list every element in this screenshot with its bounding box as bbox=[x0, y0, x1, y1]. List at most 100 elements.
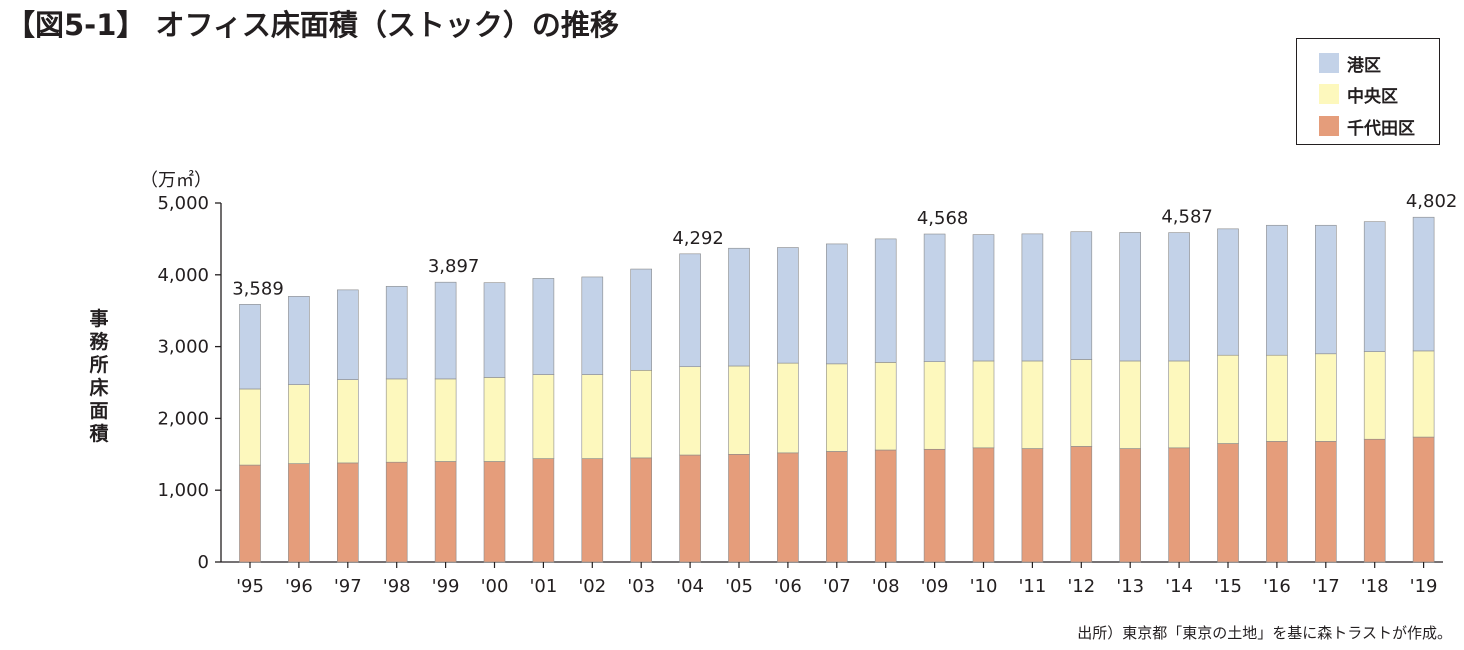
x-tick-label: '98 bbox=[383, 576, 411, 597]
x-tick-label: '16 bbox=[1263, 576, 1291, 597]
y-tick-label: 3,000 bbox=[157, 337, 209, 358]
bar-segment bbox=[1363, 351, 1386, 440]
x-tick-label: '12 bbox=[1067, 576, 1095, 597]
bar-segment bbox=[288, 296, 310, 385]
data-label: 4,568 bbox=[917, 208, 969, 229]
x-tick-label: '96 bbox=[285, 576, 313, 597]
bar-segment bbox=[1217, 354, 1239, 444]
bar-segment bbox=[483, 282, 506, 378]
y-axis-label-char: 務 bbox=[89, 331, 109, 353]
y-axis-label: 事務所床面積 bbox=[84, 308, 114, 446]
bar-segment bbox=[385, 285, 408, 380]
legend-swatch-minato bbox=[1319, 53, 1339, 73]
bar-segment bbox=[1217, 228, 1239, 356]
bar-segment bbox=[288, 384, 310, 464]
y-tick-label: 2,000 bbox=[157, 408, 209, 429]
bar-segment bbox=[1315, 441, 1337, 563]
bar-segment bbox=[239, 304, 261, 390]
bar-segment bbox=[728, 365, 750, 455]
x-tick-label: '17 bbox=[1312, 576, 1340, 597]
bar-segment bbox=[1021, 233, 1044, 362]
bar-segment bbox=[1266, 224, 1288, 356]
legend-swatch-chuo bbox=[1319, 84, 1339, 104]
bar-segment bbox=[874, 362, 897, 451]
bar-segment bbox=[239, 464, 261, 563]
bar-segment bbox=[972, 360, 995, 449]
bar-segment bbox=[679, 366, 701, 456]
source-note: 出所）東京都「東京の土地」を基に森トラストが作成。 bbox=[1077, 624, 1452, 642]
bar-segment bbox=[679, 253, 701, 368]
bar-segment bbox=[483, 461, 506, 563]
x-tick-label: '97 bbox=[334, 576, 362, 597]
bar-segment bbox=[434, 281, 457, 380]
x-tick-label: '11 bbox=[1018, 576, 1046, 597]
x-tick-label: '02 bbox=[578, 576, 606, 597]
legend-item-chuo: 中央区 bbox=[1319, 83, 1398, 107]
bar-segment bbox=[336, 289, 359, 380]
bar-segment bbox=[1119, 448, 1141, 563]
data-label: 4,802 bbox=[1406, 191, 1458, 212]
bar-segment bbox=[434, 378, 457, 462]
bar-segment bbox=[923, 448, 946, 563]
bar-segment bbox=[581, 458, 604, 563]
bar-segment bbox=[1266, 441, 1288, 563]
x-tick-label: '19 bbox=[1410, 576, 1438, 597]
bar-segment bbox=[923, 233, 946, 362]
x-tick-label: '08 bbox=[872, 576, 900, 597]
data-label: 4,292 bbox=[672, 228, 724, 249]
bar-segment bbox=[972, 234, 995, 362]
x-tick-label: '14 bbox=[1165, 576, 1193, 597]
bar-segment bbox=[483, 377, 506, 462]
legend-swatch-chiyoda bbox=[1319, 116, 1339, 136]
bar-segment bbox=[777, 247, 799, 364]
bar-segment bbox=[630, 369, 653, 459]
bar-segment bbox=[825, 363, 848, 452]
bar-segment bbox=[1168, 447, 1190, 563]
page-title: 【図5-1】 オフィス床面積（ストック）の推移 bbox=[6, 8, 619, 42]
y-tick-label: 0 bbox=[198, 552, 209, 573]
bar-segment bbox=[532, 278, 555, 375]
x-tick-label: '10 bbox=[970, 576, 998, 597]
x-tick-label: '07 bbox=[823, 576, 851, 597]
bar-segment bbox=[1315, 224, 1337, 355]
bar-segment bbox=[1266, 354, 1288, 442]
bar-segment bbox=[288, 463, 310, 563]
bar-segment bbox=[532, 374, 555, 459]
x-tick-label: '01 bbox=[529, 576, 557, 597]
bar-segment bbox=[1021, 448, 1044, 563]
bar-segment bbox=[581, 276, 604, 375]
bar-segment bbox=[1119, 232, 1141, 362]
x-tick-label: '99 bbox=[432, 576, 460, 597]
bar-segment bbox=[923, 361, 946, 450]
bar-segment bbox=[336, 379, 359, 464]
data-label: 4,587 bbox=[1161, 207, 1213, 228]
y-tick-label: 1,000 bbox=[157, 480, 209, 501]
bar-segment bbox=[825, 243, 848, 365]
bar-segment bbox=[336, 462, 359, 563]
chart-legend: 港区 中央区 千代田区 bbox=[1296, 38, 1440, 145]
x-tick-label: '95 bbox=[236, 576, 264, 597]
bar-segment bbox=[874, 449, 897, 563]
x-tick-label: '00 bbox=[481, 576, 509, 597]
bar-segment bbox=[581, 374, 604, 459]
legend-item-chiyoda: 千代田区 bbox=[1319, 115, 1415, 139]
bar-segment bbox=[972, 447, 995, 563]
legend-label-chiyoda: 千代田区 bbox=[1347, 118, 1415, 139]
y-axis-label-char: 面 bbox=[89, 400, 109, 422]
x-tick-label: '15 bbox=[1214, 576, 1242, 597]
bar-segment bbox=[1168, 232, 1190, 362]
x-tick-label: '04 bbox=[676, 576, 704, 597]
y-axis-label-char: 床 bbox=[89, 377, 109, 399]
y-axis-unit: （万㎡） bbox=[140, 170, 212, 191]
bar-segment bbox=[532, 458, 555, 563]
data-label: 3,897 bbox=[428, 256, 480, 277]
bar-segment bbox=[825, 451, 848, 563]
bar-segment bbox=[874, 238, 897, 363]
bar-segment bbox=[434, 461, 457, 563]
bar-segment bbox=[1363, 221, 1386, 352]
bar-segment bbox=[728, 453, 750, 563]
bar-segment bbox=[1412, 436, 1435, 563]
bar-segment bbox=[1315, 353, 1337, 442]
bar-segment bbox=[385, 378, 408, 463]
bar-segment bbox=[385, 461, 408, 563]
